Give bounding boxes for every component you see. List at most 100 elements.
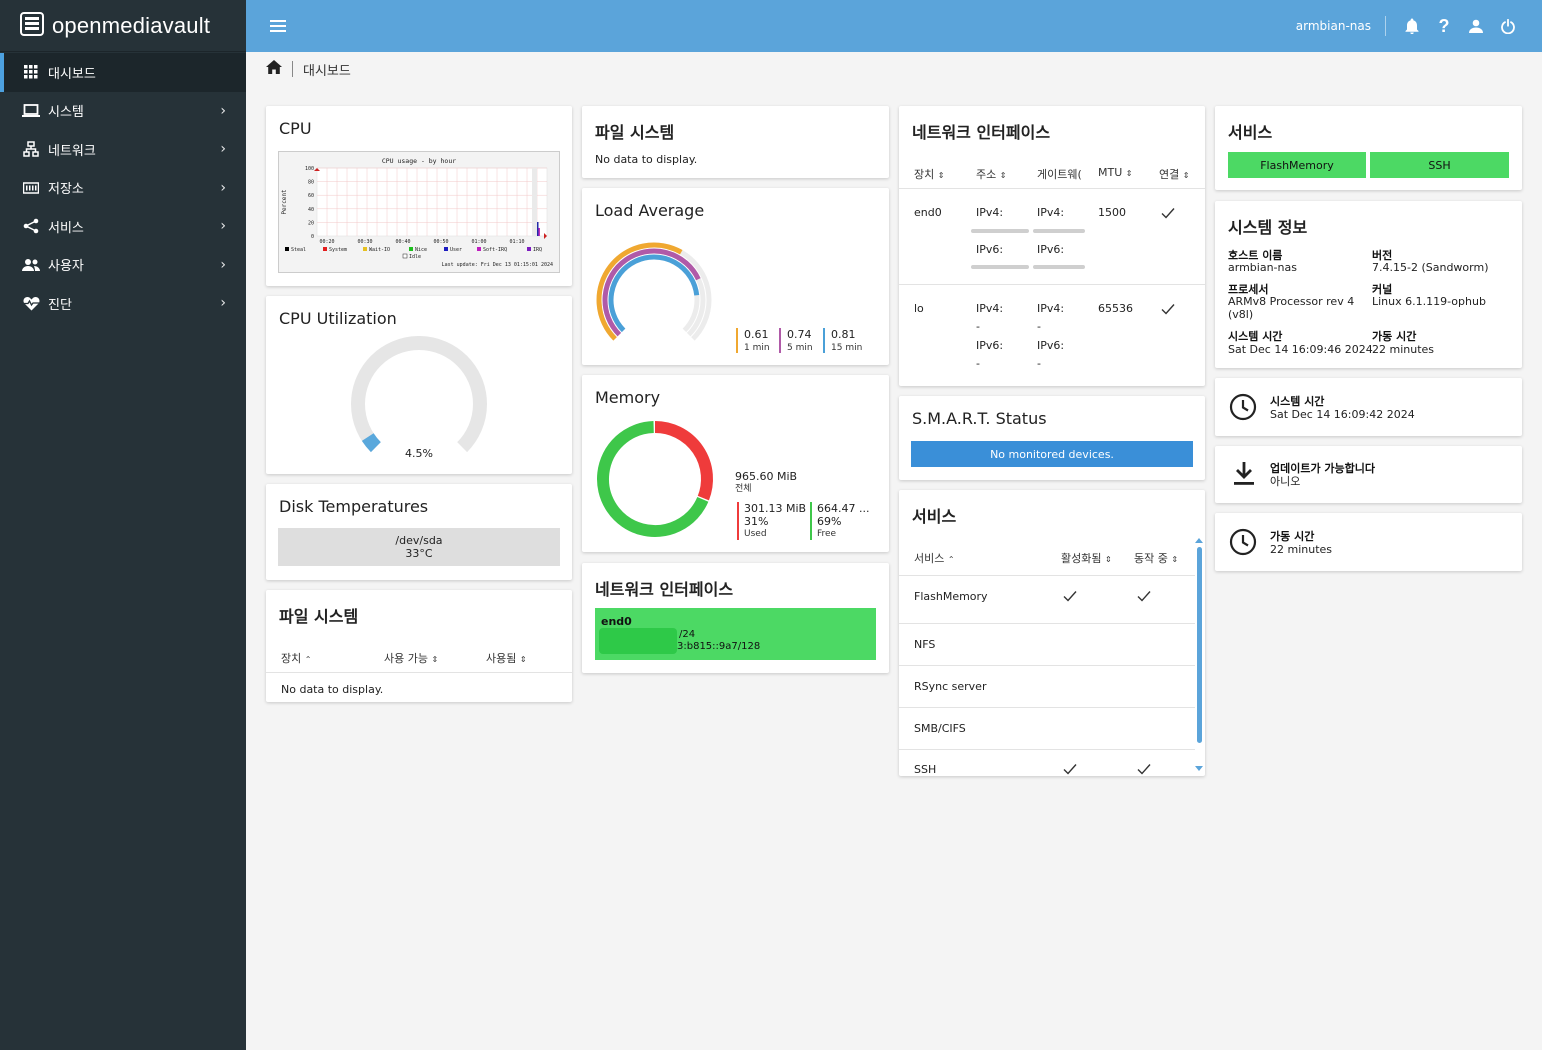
home-icon[interactable]: [266, 60, 282, 78]
row-mtu: 65536: [1098, 302, 1133, 315]
scroll-down-arrow[interactable]: [1195, 766, 1203, 771]
interface-name: end0: [601, 615, 632, 628]
graph-ylabel: Percent: [281, 189, 288, 215]
menu-icon[interactable]: [262, 10, 294, 42]
check-icon: [1161, 304, 1175, 315]
row-gateway-ipv6: IPv6:: [1037, 243, 1065, 256]
services-status-card: 서비스 FlashMemory SSH: [1215, 106, 1522, 190]
load-label-5min: 5 min: [787, 343, 813, 353]
breadcrumb: 대시보드: [266, 60, 351, 79]
sidebar-item-system[interactable]: 시스템 ›: [0, 92, 246, 131]
card-title: Disk Temperatures: [279, 497, 429, 516]
legend-label: Wait-IO: [369, 247, 390, 253]
column-header-device[interactable]: 장치 ⌃: [281, 652, 312, 665]
row-gateway-ipv6-value: -: [1037, 357, 1041, 370]
memory-total-label: 전체: [735, 484, 752, 494]
card-title: 파일 시스템: [595, 123, 675, 142]
cpu-utilization-card: CPU Utilization 4.5%: [266, 296, 572, 474]
redaction-block: [599, 628, 677, 654]
column-header-running[interactable]: 동작 중 ⇕: [1134, 552, 1179, 565]
graph-updated: Last update: Fri Dec 13 01:15:01 2024: [442, 262, 553, 268]
system-info-card: 시스템 정보 호스트 이름 armbian-nas 버전 7.4.15-2 (S…: [1215, 201, 1522, 368]
service-tile-ssh[interactable]: SSH: [1370, 152, 1509, 178]
processor-value: ARMv8 Processor rev 4 (v8l): [1228, 295, 1355, 321]
row-mtu: 1500: [1098, 206, 1126, 219]
brand[interactable]: openmediavault: [0, 0, 246, 52]
x-tick: 00:20: [319, 239, 334, 245]
memory-card: Memory 965.60 MiB 전체 301.13 MiB 31% Used…: [582, 375, 889, 552]
column-header-link[interactable]: 연결 ⇕: [1159, 168, 1190, 181]
storage-icon: [20, 182, 42, 194]
graph-title: CPU usage - by hour: [382, 157, 456, 165]
service-tile-flashmemory[interactable]: FlashMemory: [1228, 152, 1366, 178]
memory-free-percent: 69%: [817, 515, 842, 528]
no-data-message: No data to display.: [281, 683, 384, 696]
row-address-ipv4: IPv4:: [976, 206, 1004, 219]
sidebar-item-storage[interactable]: 저장소 ›: [0, 169, 246, 208]
row-address-ipv4-value: -: [976, 320, 980, 333]
sidebar-item-network[interactable]: 네트워크 ›: [0, 130, 246, 169]
cpu-utilization-value: 4.5%: [405, 447, 433, 460]
scrollbar[interactable]: [1195, 538, 1203, 776]
service-name: NFS: [914, 638, 936, 651]
bell-icon[interactable]: [1396, 10, 1428, 42]
interface-tile[interactable]: end0 /24 3:b815::9a7/128: [595, 608, 876, 660]
column-header-mtu[interactable]: MTU ⇕: [1098, 166, 1133, 179]
row-address-ipv4: IPv4:: [976, 302, 1004, 315]
x-tick: 01:10: [509, 239, 524, 245]
memory-free-slice: [597, 421, 709, 537]
hostname: armbian-nas: [1295, 19, 1371, 33]
card-title: S.M.A.R.T. Status: [912, 409, 1047, 428]
load-value-5min: 0.74: [787, 328, 812, 341]
card-title: 시스템 정보: [1228, 218, 1308, 237]
chevron-right-icon: ›: [220, 256, 226, 273]
card-title: 파일 시스템: [279, 607, 359, 626]
column-header-enabled[interactable]: 활성화됨 ⇕: [1061, 552, 1112, 565]
service-name: FlashMemory: [914, 590, 988, 603]
column-header-used[interactable]: 사용됨 ⇕: [486, 652, 527, 665]
scrollbar-thumb[interactable]: [1196, 547, 1202, 743]
download-icon: [1233, 461, 1255, 490]
user-icon[interactable]: [1460, 10, 1492, 42]
x-tick: 00:40: [395, 239, 410, 245]
network-icon: [20, 141, 42, 157]
legend-label: Soft-IRQ: [483, 247, 507, 253]
scroll-up-arrow[interactable]: [1195, 538, 1203, 543]
column-header-gateway[interactable]: 게이트웨(: [1037, 168, 1082, 181]
users-icon: [20, 258, 42, 272]
column-header-available[interactable]: 사용 가능 ⇕: [384, 652, 439, 665]
card-title: CPU: [279, 119, 312, 138]
sidebar-item-diagnostics[interactable]: 진단 ›: [0, 284, 246, 323]
legend-label: Idle: [409, 254, 421, 260]
load-arc-1min: [596, 242, 683, 341]
column-header-service[interactable]: 서비스 ⌃: [914, 552, 955, 565]
hostname-label: 호스트 이름: [1228, 249, 1283, 262]
sort-icon: ⇕: [431, 655, 439, 664]
help-icon[interactable]: ?: [1438, 15, 1450, 36]
column-header-address[interactable]: 주소 ⇕: [976, 168, 1007, 181]
x-tick: 00:30: [357, 239, 372, 245]
filesystem-card: 파일 시스템 장치 ⌃ 사용 가능 ⇕ 사용됨 ⇕ No data to dis…: [266, 590, 572, 702]
row-address-ipv6: IPv6:: [976, 243, 1004, 256]
system-time-widget: 시스템 시간 Sat Dec 14 16:09:42 2024: [1215, 378, 1522, 436]
legend-label: IRQ: [533, 247, 542, 253]
legend-label: Steal: [291, 247, 306, 253]
sidebar-item-services[interactable]: 서비스 ›: [0, 207, 246, 246]
chevron-right-icon: ›: [220, 295, 226, 312]
network-interface-card: 네트워크 인터페이스 end0 /24 3:b815::9a7/128: [582, 563, 889, 673]
sidebar: openmediavault 대시보드 시스템 › 네트워크 › 저장소 › 서…: [0, 0, 246, 1050]
sidebar-item-label: 서비스: [48, 220, 84, 236]
share-icon: [20, 218, 42, 234]
sidebar-item-users[interactable]: 사용자 ›: [0, 246, 246, 285]
sidebar-item-dashboard[interactable]: 대시보드: [0, 53, 246, 92]
sort-asc-icon: ⌃: [304, 655, 312, 664]
sidebar-item-label: 사용자: [48, 259, 84, 275]
widget-value: Sat Dec 14 16:09:42 2024: [1270, 408, 1415, 421]
memory-total-value: 965.60 MiB: [735, 470, 798, 483]
sidebar-item-label: 진단: [48, 297, 72, 313]
power-icon[interactable]: [1492, 10, 1524, 42]
x-tick: 01:00: [471, 239, 486, 245]
memory-used-label: Used: [744, 529, 767, 539]
check-icon: [1161, 208, 1175, 219]
column-header-device[interactable]: 장치 ⇕: [914, 168, 945, 181]
